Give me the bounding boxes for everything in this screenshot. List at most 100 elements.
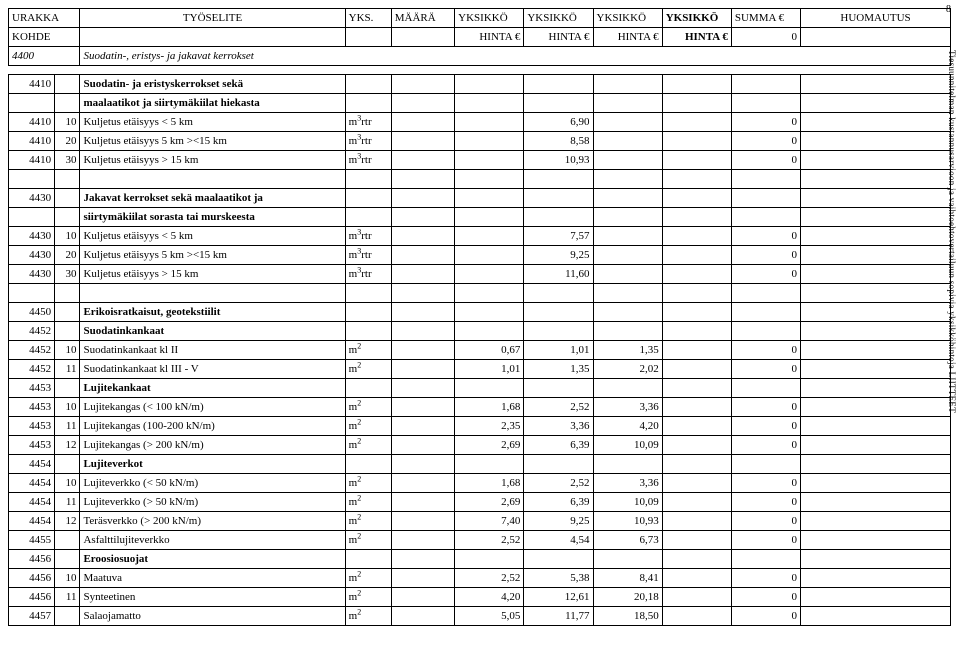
- side-text: Tiesuunnitelman kustannusarvioon ja vaih…: [947, 50, 957, 630]
- row-v2: 2,35: [455, 417, 524, 436]
- row-desc: Lujiteverkko (< 50 kN/m): [80, 474, 345, 493]
- row-sub: 20: [55, 246, 80, 265]
- row-sub: 10: [55, 227, 80, 246]
- row-v2: [455, 265, 524, 284]
- row-sum: 0: [731, 132, 800, 151]
- row-unit: m2: [345, 398, 391, 417]
- row-v1: [391, 417, 454, 436]
- row-v2: 5,05: [455, 607, 524, 626]
- hdr-yk4: YKSIKKÖ: [662, 9, 731, 28]
- row-sub: 10: [55, 341, 80, 360]
- row-unit: m2: [345, 493, 391, 512]
- row-code: 4454: [9, 493, 55, 512]
- data-row: 4454 10 Lujiteverkko (< 50 kN/m) m2 1,68…: [9, 474, 951, 493]
- row-desc: Kuljetus etäisyys > 15 km: [80, 265, 345, 284]
- row-sub: 11: [55, 360, 80, 379]
- group-desc: Lujitekankaat: [80, 379, 345, 398]
- data-row: 4452 11 Suodatinkankaat kl III - V m2 1,…: [9, 360, 951, 379]
- group-code: 4453: [9, 379, 55, 398]
- group-code: 4456: [9, 550, 55, 569]
- row-sum: 0: [731, 113, 800, 132]
- data-row: 4452 10 Suodatinkankaat kl II m2 0,67 1,…: [9, 341, 951, 360]
- hdr-yk2: YKSIKKÖ: [524, 9, 593, 28]
- row-unit: m2: [345, 436, 391, 455]
- row-v4: [593, 151, 662, 170]
- row-v4: 10,93: [593, 512, 662, 531]
- row-v1: [391, 398, 454, 417]
- row-code: 4430: [9, 246, 55, 265]
- row-sum: 0: [731, 360, 800, 379]
- cost-table: URAKKA TYÖSELITE YKS. MÄÄRÄ YKSIKKÖ YKSI…: [8, 8, 951, 626]
- hdr-kohde: KOHDE: [9, 28, 80, 47]
- row-code: 4452: [9, 341, 55, 360]
- group-row: 4452 Suodatinkankaat: [9, 322, 951, 341]
- row-v1: [391, 569, 454, 588]
- row-v1: [391, 588, 454, 607]
- row-v4: 20,18: [593, 588, 662, 607]
- row-sub: [55, 531, 80, 550]
- hdr-yk1: YKSIKKÖ: [455, 9, 524, 28]
- hdr-maara: MÄÄRÄ: [391, 9, 454, 28]
- row-v1: [391, 227, 454, 246]
- row-v4: [593, 132, 662, 151]
- row-v3: 6,39: [524, 493, 593, 512]
- row-v1: [391, 341, 454, 360]
- row-desc: Lujitekangas (> 200 kN/m): [80, 436, 345, 455]
- row-sum: 0: [731, 569, 800, 588]
- row-v2: 0,67: [455, 341, 524, 360]
- row-desc: Kuljetus etäisyys 5 km ><15 km: [80, 246, 345, 265]
- blank-row: [9, 170, 951, 189]
- row-v1: [391, 493, 454, 512]
- row-v2: 2,52: [455, 531, 524, 550]
- data-row: 4430 30 Kuljetus etäisyys > 15 km m3rtr …: [9, 265, 951, 284]
- row-desc: Teräsverkko (> 200 kN/m): [80, 512, 345, 531]
- group-desc: Eroosiosuojat: [80, 550, 345, 569]
- row-v4: 2,02: [593, 360, 662, 379]
- row-v3: 6,90: [524, 113, 593, 132]
- row-sum: 0: [731, 493, 800, 512]
- group-code: 4410: [9, 75, 55, 94]
- row-code: 4454: [9, 512, 55, 531]
- row-v3: 1,35: [524, 360, 593, 379]
- row-sub: 10: [55, 398, 80, 417]
- row-v2: [455, 113, 524, 132]
- gap-row: [9, 66, 951, 75]
- row-sum: 0: [731, 265, 800, 284]
- row-sum: 0: [731, 246, 800, 265]
- row-v4: 4,20: [593, 417, 662, 436]
- row-sub: 11: [55, 417, 80, 436]
- row-sum: 0: [731, 227, 800, 246]
- row-v1: [391, 474, 454, 493]
- row-v2: 1,68: [455, 474, 524, 493]
- row-unit: m3rtr: [345, 246, 391, 265]
- data-row: 4453 10 Lujitekangas (< 100 kN/m) m2 1,6…: [9, 398, 951, 417]
- row-sub: 20: [55, 132, 80, 151]
- group-row: 4454 Lujiteverkot: [9, 455, 951, 474]
- row-v1: [391, 436, 454, 455]
- group-code: 4454: [9, 455, 55, 474]
- row-code: 4430: [9, 227, 55, 246]
- hdr-summa: SUMMA €: [731, 9, 800, 28]
- row-unit: m3rtr: [345, 113, 391, 132]
- hdr-sum0: 0: [731, 28, 800, 47]
- row-v4: [593, 265, 662, 284]
- row-v3: 4,54: [524, 531, 593, 550]
- row-v1: [391, 512, 454, 531]
- row-sub: 10: [55, 569, 80, 588]
- row-v4: 3,36: [593, 474, 662, 493]
- row-sub: 10: [55, 474, 80, 493]
- row-unit: m3rtr: [345, 227, 391, 246]
- row-v3: 10,93: [524, 151, 593, 170]
- row-sum: 0: [731, 151, 800, 170]
- group-row: 4410 Suodatin- ja eristyskerrokset sekä: [9, 75, 951, 94]
- row-v1: [391, 531, 454, 550]
- row-v2: 2,69: [455, 436, 524, 455]
- data-row: 4454 11 Lujiteverkko (> 50 kN/m) m2 2,69…: [9, 493, 951, 512]
- row-sum: 0: [731, 607, 800, 626]
- data-row: 4457 Salaojamatto m2 5,05 11,77 18,50 0: [9, 607, 951, 626]
- group-row: 4453 Lujitekankaat: [9, 379, 951, 398]
- row-code: 4454: [9, 474, 55, 493]
- row-desc: Kuljetus etäisyys < 5 km: [80, 113, 345, 132]
- row-v3: 9,25: [524, 246, 593, 265]
- row-desc: Synteetinen: [80, 588, 345, 607]
